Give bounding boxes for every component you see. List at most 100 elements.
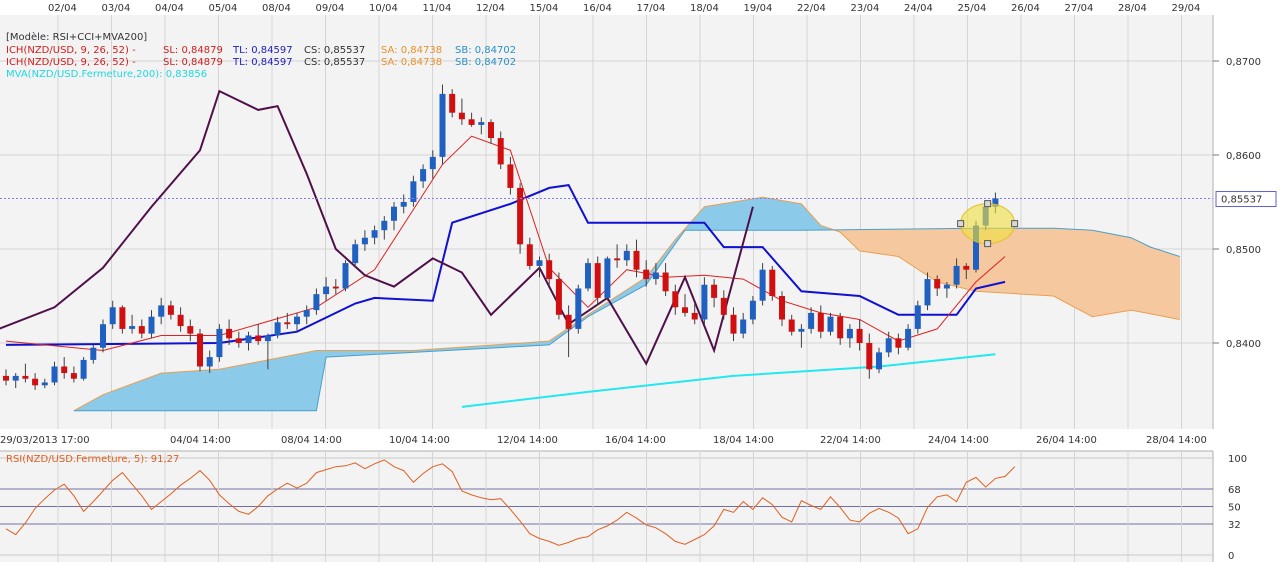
candle [691, 303, 698, 325]
candle-body [672, 291, 679, 308]
candle [420, 164, 427, 188]
candle [594, 256, 601, 306]
highlight-handle [984, 200, 992, 208]
cloud-segment [1140, 242, 1147, 313]
cloud-segment [93, 397, 99, 411]
top-date-label: 10/04 [369, 3, 398, 14]
candle-body [255, 335, 262, 342]
candle-body [70, 373, 77, 379]
mva200-path [461, 353, 996, 408]
candle [245, 331, 252, 351]
cloud-segment [912, 228, 919, 270]
legend-ich2-name: ICH(NZD/USD, 9, 26, 52) - [6, 57, 136, 68]
candle [769, 265, 776, 301]
price-axis-background [1213, 15, 1280, 429]
cloud-segment [554, 334, 560, 342]
top-date-label: 05/04 [209, 3, 238, 14]
candle [119, 305, 126, 334]
candle [924, 272, 931, 311]
legend-ich2-cs: CS: 0,85537 [304, 57, 365, 68]
cloud-segment [529, 342, 536, 346]
legend-ich1-cs: CS: 0,85537 [304, 45, 365, 56]
cloud-segment [316, 350, 322, 411]
candle [808, 307, 815, 334]
candle [788, 314, 795, 336]
cloud-segment [277, 357, 283, 411]
cloud-segment [558, 331, 565, 338]
top-date-label: 12/04 [476, 3, 505, 14]
candle-body [148, 316, 155, 334]
candle-body [197, 333, 203, 367]
cloud-segment [990, 228, 996, 293]
rsi-tick-label: 0 [1228, 551, 1234, 562]
candle-body [808, 312, 815, 329]
cloud-segment [879, 229, 885, 255]
candle-body [759, 269, 766, 301]
candle-body [837, 316, 844, 339]
candle-body [458, 112, 465, 120]
cloud-segment [500, 344, 506, 348]
top-date-label: 19/04 [744, 3, 773, 14]
candle [449, 89, 456, 118]
candle-body [614, 258, 621, 261]
candle [555, 272, 562, 320]
candle [468, 112, 475, 127]
cloud-segment [602, 302, 608, 309]
current-price-label: 0,85537 [1221, 195, 1262, 206]
cloud-segment [326, 350, 332, 358]
candle [361, 230, 368, 251]
senkou-span-a [73, 196, 1180, 412]
cloud-segment [898, 229, 904, 260]
rsi-tick-label: 50 [1228, 503, 1241, 514]
cloud-segment [806, 209, 812, 231]
candle-body [216, 328, 223, 358]
candle [109, 300, 116, 329]
current-price-tag: 0,85537 [1215, 191, 1277, 208]
cloud-segment [1087, 229, 1093, 317]
cloud-segment [709, 205, 715, 231]
candle [798, 324, 805, 348]
candle [546, 253, 553, 285]
cloud-segment [893, 229, 899, 257]
cloud-segment [1116, 234, 1122, 313]
cloud-segment [617, 292, 623, 301]
cloud-segment [200, 370, 206, 411]
candle [51, 361, 58, 386]
top-date-label: 09/04 [316, 3, 345, 14]
top-date-label: 11/04 [423, 3, 452, 14]
candle-body [914, 305, 921, 329]
candle [846, 324, 853, 348]
candle-body [730, 314, 737, 334]
top-date-label: 17/04 [637, 3, 666, 14]
highlight-ellipse[interactable] [957, 200, 1019, 248]
candle [458, 98, 465, 125]
candle [90, 344, 97, 364]
cloud-segment [1068, 229, 1074, 307]
cloud-segment [859, 229, 865, 252]
cloud-segment [272, 358, 278, 411]
candle-body [662, 272, 669, 292]
cloud-segment [466, 346, 472, 350]
cloud-segment [752, 198, 759, 231]
candle [70, 366, 77, 383]
cloud-segment [1106, 233, 1113, 315]
cloud-segment [486, 345, 492, 349]
cloud-segment [1160, 250, 1166, 317]
cloud-segment [132, 382, 138, 411]
cloud-segment [495, 344, 502, 348]
candle [837, 312, 844, 345]
candle [342, 260, 349, 292]
cloud-segment [88, 400, 94, 411]
cloud-segment [340, 350, 346, 357]
candle [953, 258, 960, 289]
cloud-segment [777, 199, 783, 231]
cloud-segment [1053, 228, 1059, 299]
cloud-segment [723, 202, 730, 231]
candle-body [953, 265, 960, 285]
candle-body [905, 328, 912, 348]
candle [711, 279, 718, 308]
candle [294, 312, 300, 332]
candle [914, 300, 921, 334]
mva200-line [461, 353, 996, 408]
legend-ich1-name: ICH(NZD/USD, 9, 26, 52) - [6, 45, 136, 56]
